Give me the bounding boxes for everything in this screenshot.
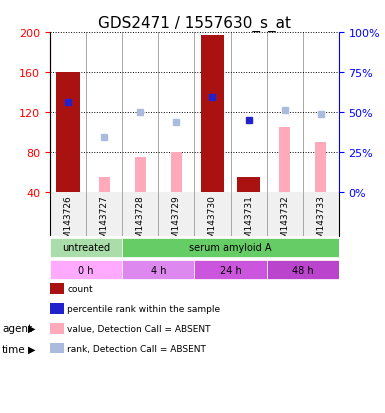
FancyBboxPatch shape bbox=[122, 238, 339, 258]
Text: ▶: ▶ bbox=[28, 344, 35, 354]
Text: 4 h: 4 h bbox=[151, 265, 166, 275]
FancyBboxPatch shape bbox=[122, 260, 194, 280]
Text: GSM143728: GSM143728 bbox=[136, 195, 145, 250]
Text: count: count bbox=[67, 285, 93, 294]
Text: GSM143730: GSM143730 bbox=[208, 195, 217, 250]
Text: GSM143726: GSM143726 bbox=[64, 195, 73, 250]
Text: rank, Detection Call = ABSENT: rank, Detection Call = ABSENT bbox=[67, 344, 206, 353]
Bar bbox=[56, 73, 80, 193]
Text: value, Detection Call = ABSENT: value, Detection Call = ABSENT bbox=[67, 324, 211, 333]
Text: agent: agent bbox=[2, 323, 32, 333]
Text: 48 h: 48 h bbox=[292, 265, 313, 275]
Text: serum amyloid A: serum amyloid A bbox=[189, 243, 272, 253]
Text: ▶: ▶ bbox=[28, 323, 35, 333]
Bar bbox=[315, 143, 326, 193]
Text: time: time bbox=[2, 344, 25, 354]
Text: 24 h: 24 h bbox=[220, 265, 241, 275]
Bar bbox=[279, 128, 290, 193]
Text: GSM143731: GSM143731 bbox=[244, 195, 253, 250]
Bar bbox=[135, 158, 146, 193]
FancyBboxPatch shape bbox=[50, 238, 122, 258]
Bar bbox=[99, 178, 110, 193]
Text: GSM143732: GSM143732 bbox=[280, 195, 289, 250]
Text: 0 h: 0 h bbox=[79, 265, 94, 275]
FancyBboxPatch shape bbox=[50, 260, 122, 280]
Text: GSM143727: GSM143727 bbox=[100, 195, 109, 250]
Bar bbox=[201, 36, 224, 193]
Text: untreated: untreated bbox=[62, 243, 110, 253]
Title: GDS2471 / 1557630_s_at: GDS2471 / 1557630_s_at bbox=[98, 16, 291, 32]
Text: GSM143733: GSM143733 bbox=[316, 195, 325, 250]
Text: GSM143729: GSM143729 bbox=[172, 195, 181, 250]
Bar bbox=[237, 178, 260, 193]
Text: percentile rank within the sample: percentile rank within the sample bbox=[67, 304, 221, 313]
FancyBboxPatch shape bbox=[266, 260, 339, 280]
FancyBboxPatch shape bbox=[194, 260, 266, 280]
Bar bbox=[171, 153, 182, 193]
